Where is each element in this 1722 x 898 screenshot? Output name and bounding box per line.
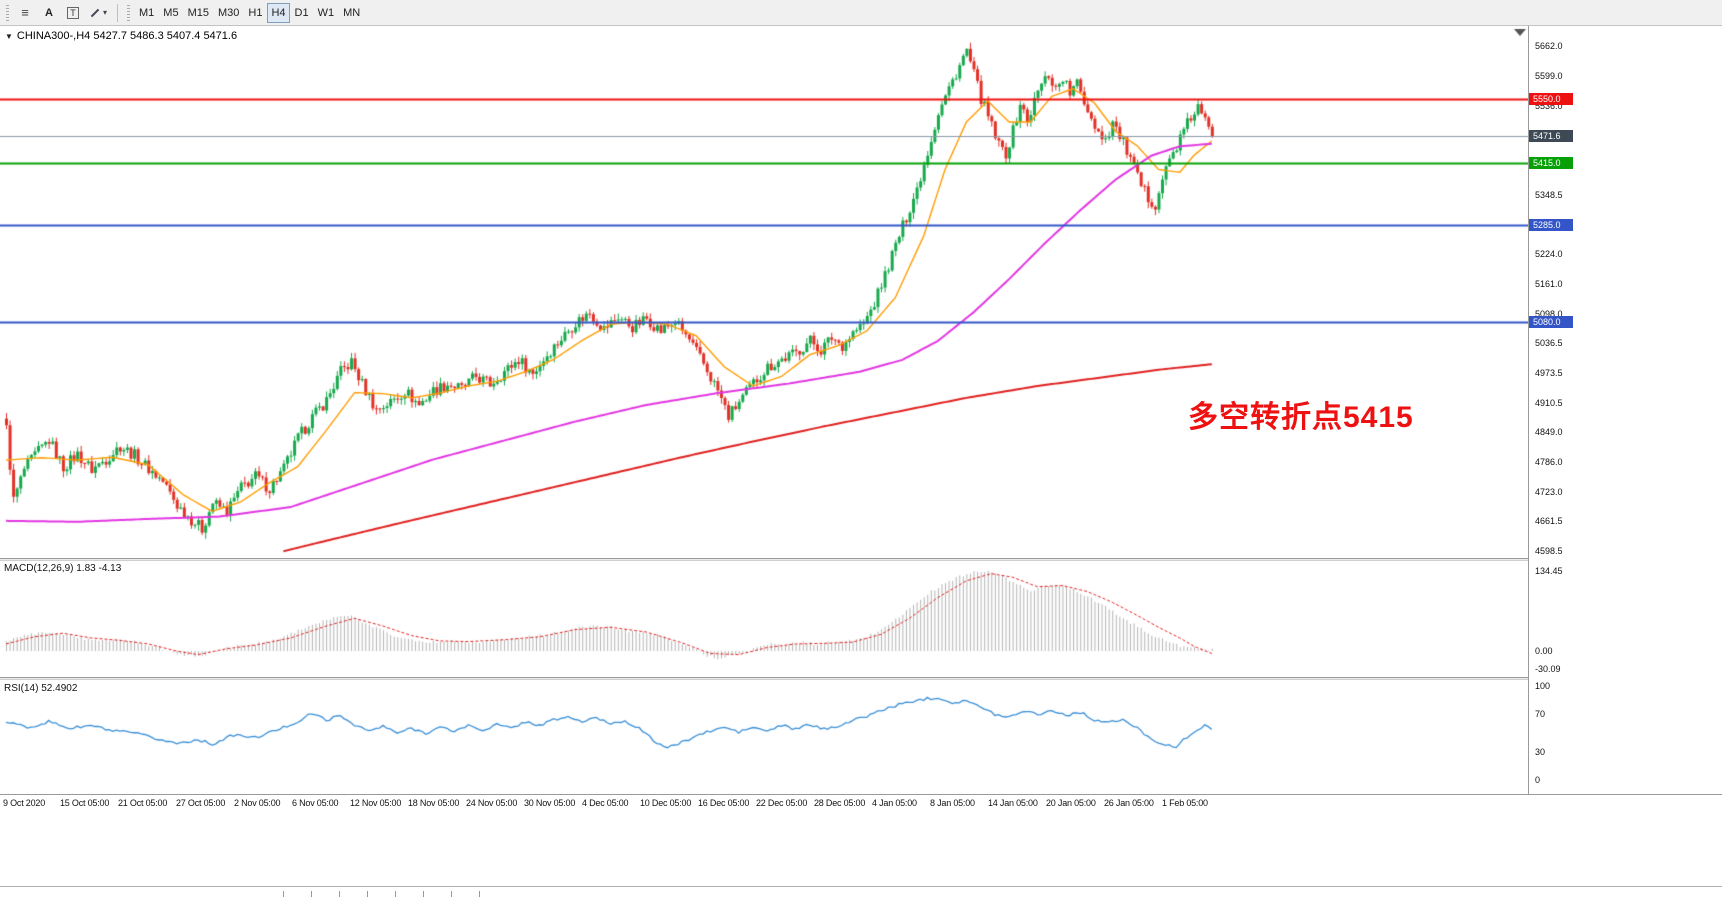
time-axis-label: 8 Jan 05:00 (930, 798, 975, 808)
macd-axis-label: 134.45 (1535, 566, 1563, 576)
price-tick-label: 4973.5 (1535, 367, 1563, 378)
charts-toolbar: ≡ A T ▾ M1 M5 M15 M30 H1 H4 D1 W1 MN (0, 0, 1722, 26)
time-axis-label: 2 Nov 05:00 (234, 798, 281, 808)
time-axis-label: 12 Nov 05:00 (350, 798, 402, 808)
rsi-axis-label: 100 (1535, 681, 1551, 691)
time-axis-label: 14 Jan 05:00 (988, 798, 1038, 808)
time-axis-label: 30 Nov 05:00 (524, 798, 576, 808)
dropdown-chevron-icon: ▾ (103, 8, 108, 17)
timeframe-button-m15[interactable]: M15 (184, 3, 213, 23)
time-axis-label: 18 Nov 05:00 (408, 798, 460, 808)
timeframe-button-h1[interactable]: H1 (244, 3, 266, 23)
timeframe-button-w1[interactable]: W1 (314, 3, 339, 23)
rsi-axis-label: 0 (1535, 775, 1541, 785)
price-tick-label: 5161.0 (1535, 278, 1563, 289)
pencil-icon (90, 8, 100, 17)
text-label-button[interactable]: T (62, 3, 84, 23)
price-tick-label: 4723.0 (1535, 486, 1563, 497)
time-axis-label: 6 Nov 05:00 (292, 798, 339, 808)
timeframe-button-h4[interactable]: H4 (267, 2, 290, 23)
price-tick-label: 5599.0 (1535, 70, 1563, 81)
time-axis-label: 24 Nov 05:00 (466, 798, 518, 808)
price-level-badge: 5285.0 (1529, 219, 1573, 232)
main-chart-canvas[interactable] (0, 26, 1528, 558)
timeframe-button-mn[interactable]: MN (339, 3, 364, 23)
macd-panel-splitter[interactable] (0, 558, 1722, 561)
time-axis-label: 15 Oct 05:00 (60, 798, 110, 808)
text-label-icon: T (67, 6, 79, 19)
symbol-ohlc-text: CHINA300-,H4 5427.7 5486.3 5407.4 5471.6 (16, 30, 238, 42)
price-tick-label: 5036.5 (1535, 338, 1563, 349)
price-tick-label: 4849.0 (1535, 427, 1563, 438)
price-level-badge: 5550.0 (1529, 93, 1573, 106)
letter-a-icon: A (45, 6, 53, 19)
price-tick-label: 5224.0 (1535, 248, 1563, 259)
chart-list-button[interactable]: ≡ (14, 3, 36, 23)
rsi-axis-label: 30 (1535, 746, 1546, 757)
rsi-label: RSI(14) 52.4902 (4, 683, 78, 694)
horizontal-scroll-marks[interactable] (283, 891, 503, 897)
timeframe-toolbar-grip[interactable] (127, 4, 131, 21)
time-axis-label: 20 Jan 05:00 (1046, 798, 1096, 808)
price-tick-label: 5662.0 (1535, 41, 1563, 51)
time-axis-label: 21 Oct 05:00 (118, 798, 168, 808)
time-axis-label: 27 Oct 05:00 (176, 798, 226, 808)
macd-axis-label: 0.00 (1535, 646, 1553, 657)
chart-annotation: 多空转折点5415 (1188, 401, 1414, 434)
toolbar-grip[interactable] (6, 4, 9, 21)
time-axis[interactable]: 9 Oct 2020 15 Oct 05:00 21 Oct 05:00 27 Oct… (0, 794, 1722, 812)
price-tick-label: 5098.0 (1535, 308, 1563, 319)
time-axis-label: 28 Dec 05:00 (814, 798, 866, 808)
time-axis-label: 10 Dec 05:00 (640, 798, 692, 808)
timeframe-button-m5[interactable]: M5 (159, 3, 182, 23)
macd-axis-label: -30.09 (1535, 664, 1561, 674)
time-axis-label: 22 Dec 05:00 (756, 798, 808, 808)
rsi-panel-splitter[interactable] (0, 677, 1722, 680)
price-axis[interactable]: 5662.05599.05536.05473.55411.05348.55286… (1528, 26, 1722, 794)
list-icon: ≡ (21, 5, 29, 20)
rsi-panel-canvas[interactable] (0, 680, 1528, 794)
time-axis-label: 16 Dec 05:00 (698, 798, 750, 808)
symbol-ohlc-label[interactable]: ▼ CHINA300-,H4 5427.7 5486.3 5407.4 5471… (5, 30, 237, 42)
symbol-collapse-icon[interactable]: ▼ (5, 31, 13, 41)
price-level-badge: 5080.0 (1529, 316, 1573, 329)
rsi-axis-label: 70 (1535, 709, 1546, 720)
timeframe-toolbar: M1 M5 M15 M30 H1 H4 D1 W1 MN (135, 2, 364, 23)
time-axis-label: 4 Dec 05:00 (582, 798, 629, 808)
timeframe-button-d1[interactable]: D1 (291, 3, 313, 23)
time-axis-label: 4 Jan 05:00 (872, 798, 917, 808)
price-tick-label: 5536.0 (1535, 100, 1563, 111)
macd-panel-canvas[interactable] (0, 561, 1528, 677)
price-tick-label: 4786.0 (1535, 456, 1563, 467)
price-level-badge: 5415.0 (1529, 157, 1573, 170)
price-tick-label: 4910.5 (1535, 397, 1563, 408)
time-axis-label: 9 Oct 2020 (3, 798, 46, 808)
price-tick-label: 5348.5 (1535, 189, 1563, 200)
timeframe-button-m30[interactable]: M30 (214, 3, 243, 23)
toolbar-separator (117, 3, 119, 22)
chart-window: ▼ CHINA300-,H4 5427.7 5486.3 5407.4 5471… (0, 26, 1722, 886)
current-price-badge: 5471.6 (1529, 130, 1573, 143)
time-axis-label: 26 Jan 05:00 (1104, 798, 1154, 808)
arrow-style-button[interactable]: A (38, 3, 60, 23)
price-tick-label: 4661.5 (1535, 516, 1563, 527)
price-tick-label: 4598.5 (1535, 546, 1563, 556)
bottom-strip (0, 886, 1722, 898)
macd-label: MACD(12,26,9) 1.83 -4.13 (4, 563, 122, 574)
drawing-tools-button[interactable]: ▾ (86, 3, 111, 23)
timeframe-button-m1[interactable]: M1 (135, 3, 158, 23)
time-axis-label: 1 Feb 05:00 (1162, 798, 1208, 808)
